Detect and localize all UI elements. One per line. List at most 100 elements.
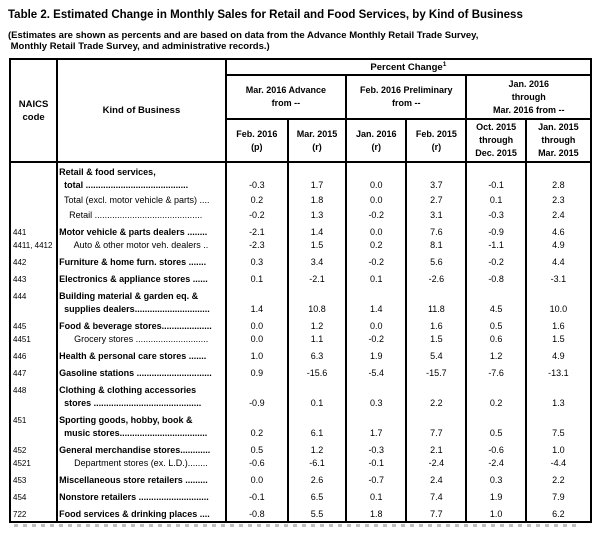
percent-change-value-cell: -0.9 <box>465 222 527 239</box>
table-row: 4521 Department stores (ex. L.D.).......… <box>8 457 593 470</box>
percent-change-value-cell: 1.4 <box>286 222 348 239</box>
kind-of-business-cell: Nonstore retailers .....................… <box>56 487 227 504</box>
percent-change-value-cell: -3.1 <box>524 269 593 286</box>
kind-of-business-cell: Sporting goods, hobby, book & music stor… <box>56 410 227 440</box>
percent-change-value-cell: 1.4 <box>224 286 289 316</box>
percent-change-value-cell: -2.3 <box>224 239 289 252</box>
kind-of-business-cell: Gasoline stations ......................… <box>56 363 227 380</box>
kind-of-business-cell: Food & beverage stores..................… <box>56 316 227 333</box>
percent-change-value-cell: 3.1 <box>405 207 468 222</box>
column-header-oct-dec-2015: Oct. 2015 through Dec. 2015 <box>465 118 527 163</box>
percent-change-value-cell: 3.7 <box>405 162 468 192</box>
kind-of-business-header: Kind of Business <box>56 58 227 163</box>
percent-change-value-cell: 0.6 <box>465 333 527 346</box>
percent-change-value-cell: 0.0 <box>345 222 408 239</box>
table-row: Retail .................................… <box>8 207 593 222</box>
percent-change-value-cell: 10.8 <box>286 286 348 316</box>
business-label-line: Retail .................................… <box>59 210 203 220</box>
retail-sales-table: NAICS code Kind of Business Percent Chan… <box>8 58 593 523</box>
percent-change-value-cell: 1.7 <box>345 410 408 440</box>
percent-change-value-cell: 8.1 <box>405 239 468 252</box>
percent-change-value-cell: -0.9 <box>224 380 289 410</box>
percent-change-value-cell: -15.7 <box>405 363 468 380</box>
column-header-feb-2015-r: Feb. 2015 (r) <box>405 118 468 163</box>
percent-change-value-cell: 5.6 <box>405 252 468 269</box>
group-header-mar-2016-advance: Mar. 2016 Advance from -- <box>224 74 348 120</box>
percent-change-value-cell: 1.9 <box>345 346 408 363</box>
naics-code-cell: 452 <box>8 440 59 457</box>
percent-change-value-cell: 7.9 <box>524 487 593 504</box>
footnote-mark: 1 <box>442 60 447 68</box>
kind-of-business-cell: Furniture & home furn. stores ....... <box>56 252 227 269</box>
percent-change-value-cell: 1.2 <box>286 316 348 333</box>
kind-of-business-cell: Food services & drinking places .... <box>56 504 227 522</box>
percent-change-value-cell: 0.1 <box>286 380 348 410</box>
table-row: Total (excl. motor vehicle & parts) ....… <box>8 192 593 207</box>
percent-change-value-cell: 1.1 <box>286 333 348 346</box>
percent-change-value-cell: -0.8 <box>465 269 527 286</box>
business-label-line: Food services & drinking places .... <box>59 509 210 519</box>
percent-change-value-cell: -0.3 <box>224 162 289 192</box>
percent-change-value-cell: 0.0 <box>224 470 289 487</box>
percent-change-value-cell: 1.9 <box>465 487 527 504</box>
naics-code-cell: 442 <box>8 252 59 269</box>
kind-of-business-cell: Electronics & appliance stores ...... <box>56 269 227 286</box>
percent-change-value-cell: 1.0 <box>224 346 289 363</box>
business-label-line: Clothing & clothing accessories <box>59 385 197 395</box>
naics-code-cell <box>8 162 59 192</box>
percent-change-value-cell: -4.4 <box>524 457 593 470</box>
percent-change-value-cell: 0.1 <box>345 269 408 286</box>
percent-change-value-cell: 0.5 <box>465 316 527 333</box>
business-label-line: Furniture & home furn. stores ....... <box>59 257 207 267</box>
percent-change-value-cell: 0.2 <box>224 410 289 440</box>
business-label-line: Nonstore retailers .....................… <box>59 492 209 502</box>
naics-code-header: NAICS code <box>8 58 59 163</box>
percent-change-value-cell: -0.1 <box>224 487 289 504</box>
percent-change-value-cell: 2.4 <box>524 207 593 222</box>
percent-change-value-cell: 7.5 <box>524 410 593 440</box>
naics-code-cell: 451 <box>8 410 59 440</box>
percent-change-value-cell: 0.2 <box>224 192 289 207</box>
percent-change-value-cell: 6.5 <box>286 487 348 504</box>
kind-of-business-cell: Department stores (ex. L.D.)........ <box>56 457 227 470</box>
business-label-line: Retail & food services, <box>59 167 156 177</box>
percent-change-value-cell: 0.1 <box>345 487 408 504</box>
percent-change-value-cell: 1.6 <box>405 316 468 333</box>
naics-code-cell: 4521 <box>8 457 59 470</box>
percent-change-value-cell: 1.5 <box>405 333 468 346</box>
naics-code-cell: 446 <box>8 346 59 363</box>
percent-change-value-cell: 1.3 <box>524 380 593 410</box>
percent-change-value-cell: 5.5 <box>286 504 348 522</box>
table-row: 445 Food & beverage stores...............… <box>8 316 593 333</box>
table-row: 722 Food services & drinking places .... -… <box>8 504 593 522</box>
kind-of-business-cell: Clothing & clothing accessories stores .… <box>56 380 227 410</box>
business-label-line: Department stores (ex. L.D.)........ <box>59 458 208 468</box>
table-subtitle: (Estimates are shown as percents and are… <box>8 30 479 52</box>
percent-change-value-cell: 1.5 <box>524 333 593 346</box>
business-label-line: Auto & other motor veh. dealers .. <box>59 240 209 250</box>
percent-change-value-cell: -2.4 <box>405 457 468 470</box>
business-label-line: Motor vehicle & parts dealers ........ <box>59 227 208 237</box>
percent-change-value-cell: 0.0 <box>224 316 289 333</box>
table-row: 454 Nonstore retailers ..................… <box>8 487 593 504</box>
cropped-footnote-artifact <box>14 524 580 527</box>
percent-change-value-cell: 3.4 <box>286 252 348 269</box>
percent-change-value-cell: 7.4 <box>405 487 468 504</box>
percent-change-value-cell: 2.3 <box>524 192 593 207</box>
percent-change-value-cell: 2.6 <box>286 470 348 487</box>
column-header-mar-2015-r: Mar. 2015 (r) <box>286 118 348 163</box>
percent-change-value-cell: 1.6 <box>524 316 593 333</box>
percent-change-value-cell: 0.2 <box>345 239 408 252</box>
table-row: 441 Motor vehicle & parts dealers .......… <box>8 222 593 239</box>
business-label-line: total ..................................… <box>59 180 189 190</box>
percent-change-value-cell: 0.0 <box>224 333 289 346</box>
percent-change-value-cell: 4.4 <box>524 252 593 269</box>
percent-change-value-cell: 4.9 <box>524 346 593 363</box>
kind-of-business-cell: Miscellaneous store retailers ......... <box>56 470 227 487</box>
percent-change-value-cell: -2.1 <box>224 222 289 239</box>
percent-change-value-cell: 0.1 <box>224 269 289 286</box>
table-row: 446 Health & personal care stores .......… <box>8 346 593 363</box>
percent-change-value-cell: 0.0 <box>345 316 408 333</box>
table-row: 443 Electronics & appliance stores ......… <box>8 269 593 286</box>
table-row: 4411, 4412 Auto & other motor veh. deale… <box>8 239 593 252</box>
